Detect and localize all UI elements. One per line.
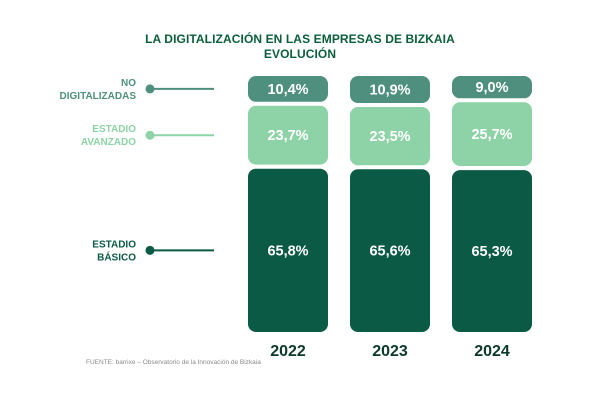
legend-label-1-1: AVANZADO bbox=[81, 137, 136, 148]
data-label-2023-2: 10,9% bbox=[369, 83, 410, 99]
data-label-2023-0: 65,6% bbox=[369, 244, 410, 260]
bar-no-digitalizadas-2023 bbox=[350, 76, 430, 103]
data-label-2024-0: 65,3% bbox=[471, 244, 512, 260]
legend-marker-0 bbox=[145, 245, 155, 255]
data-label-2022-1: 23,7% bbox=[267, 128, 308, 144]
source-note: FUENTE: barrixe – Observatorio de la Inn… bbox=[86, 359, 261, 366]
legend-marker-2 bbox=[145, 84, 155, 94]
x-tick-label-2022: 2022 bbox=[270, 343, 306, 360]
bar-estadio-b-sico-2024 bbox=[452, 170, 532, 332]
x-tick-label-2024: 2024 bbox=[474, 343, 510, 360]
legend-label-2-0: NO bbox=[121, 78, 136, 89]
legend-label-0-0: ESTADIO bbox=[92, 239, 136, 250]
data-label-2023-1: 23,5% bbox=[369, 129, 410, 145]
legend-marker-1 bbox=[145, 130, 155, 140]
bar-estadio-avanzado-2022 bbox=[248, 105, 328, 165]
bar-estadio-b-sico-2022 bbox=[248, 168, 328, 332]
data-label-2024-1: 25,7% bbox=[471, 127, 512, 143]
legend-label-2-1: DIGITALIZADAS bbox=[60, 91, 137, 102]
legend-label-0-1: BÁSICO bbox=[97, 250, 136, 263]
chart-title-line-1: LA DIGITALIZACIÓN EN LAS EMPRESAS DE BIZ… bbox=[145, 32, 455, 46]
bar-estadio-avanzado-2024 bbox=[452, 102, 532, 166]
data-label-2022-0: 65,8% bbox=[267, 243, 308, 259]
x-tick-label-2023: 2023 bbox=[372, 343, 408, 360]
chart-title-line-2: EVOLUCIÓN bbox=[263, 47, 337, 61]
bar-estadio-avanzado-2023 bbox=[350, 107, 430, 166]
data-label-2022-2: 10,4% bbox=[267, 82, 308, 98]
data-label-2024-2: 9,0% bbox=[475, 80, 508, 96]
bar-estadio-b-sico-2023 bbox=[350, 169, 430, 332]
bar-no-digitalizadas-2022 bbox=[248, 76, 328, 102]
legend-label-1-0: ESTADIO bbox=[92, 124, 136, 135]
chart-title: LA DIGITALIZACIÓN EN LAS EMPRESAS DE BIZ… bbox=[0, 32, 600, 62]
bar-no-digitalizadas-2024 bbox=[452, 76, 532, 99]
